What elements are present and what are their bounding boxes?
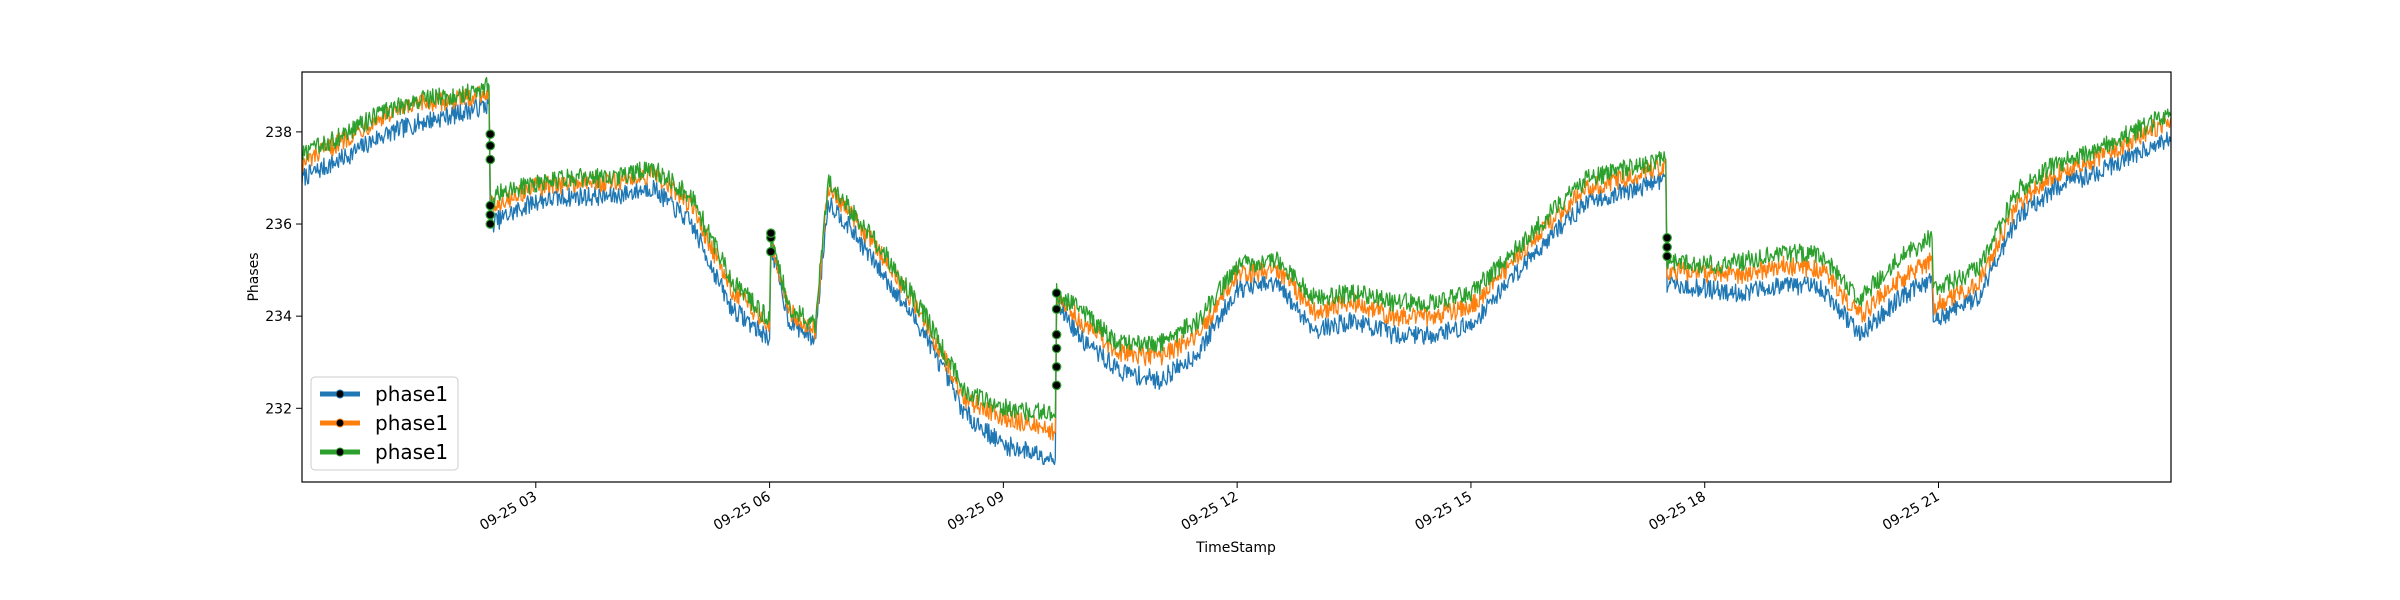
anomaly-marker-7 [766,246,776,257]
legend-label-2: phase1 [375,411,448,435]
anomaly-marker-10 [1051,380,1062,391]
y-tick-label-2: 234 [265,309,292,325]
anomaly-marker-3 [485,200,496,211]
anomaly-marker-2 [485,210,496,220]
legend-marker-1 [335,389,345,399]
anomaly-marker-14 [1051,304,1062,314]
anomaly-marker-11 [1051,361,1062,372]
series-line-3 [302,76,2171,422]
y-axis-label: Phases [246,252,262,301]
y-axis: 232 234 236 238 [265,125,302,417]
legend-label-1: phase1 [375,382,448,406]
legend-marker-2 [335,418,345,428]
legend-label-3: phase1 [375,440,448,464]
y-tick-label-4: 238 [265,125,292,141]
legend-box [310,376,459,471]
anomaly-marker-6 [485,129,496,139]
series-layer [302,76,2171,466]
anomaly-marker-1 [485,219,496,229]
anomaly-marker-4 [485,154,496,165]
marker-layer [485,129,1672,391]
anomaly-marker-17 [1662,242,1672,252]
anomaly-marker-5 [485,140,496,151]
series-line-1 [302,96,2171,466]
anomaly-marker-13 [1051,329,1062,340]
anomaly-marker-18 [1662,233,1672,243]
y-tick-label-3: 236 [265,217,292,233]
anomaly-marker-9 [766,228,776,238]
legend-marker-3 [335,447,345,457]
anomaly-marker-12 [1051,343,1062,354]
legend: phase1 phase1 phase1 [310,376,459,471]
x-axis-label: TimeStamp [1195,540,1276,556]
plot-frame [301,71,2172,483]
anomaly-marker-16 [1662,251,1672,262]
anomaly-marker-15 [1051,288,1062,298]
y-tick-label-1: 232 [265,401,292,417]
